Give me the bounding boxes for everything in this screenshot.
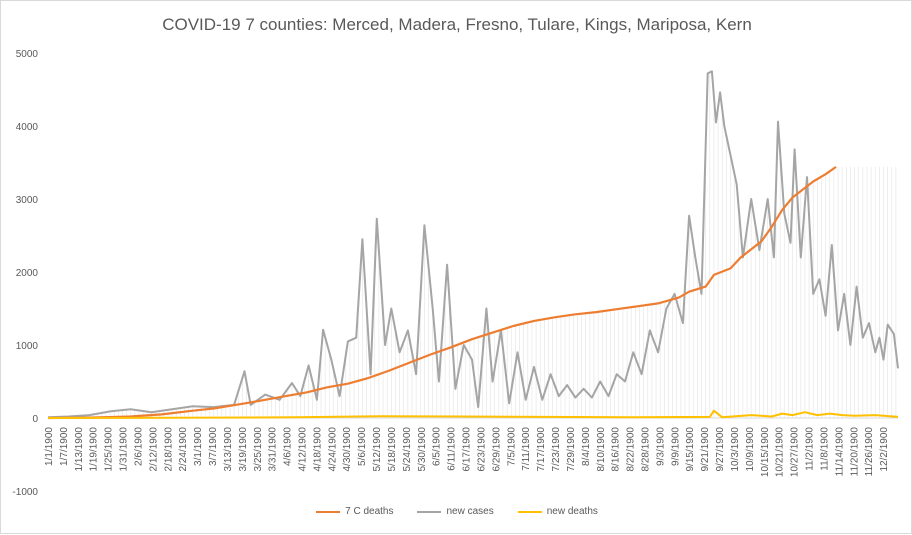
x-tick-label: 3/7/1900 (208, 427, 219, 466)
x-tick-label: 8/28/1900 (640, 427, 651, 472)
x-tick-label: 4/18/1900 (312, 427, 323, 472)
x-tick-label: 5/24/1900 (402, 427, 413, 472)
x-tick-label: 11/2/1900 (805, 427, 816, 471)
y-tick-label: 0 (32, 414, 38, 425)
legend-label: new cases (446, 506, 494, 517)
x-tick-label: 11/14/1900 (834, 427, 845, 477)
x-tick-label: 7/17/1900 (536, 427, 547, 472)
x-tick-label: 2/18/1900 (163, 427, 174, 472)
x-tick-label: 3/25/1900 (253, 427, 264, 472)
x-tick-label: 1/31/1900 (119, 427, 130, 472)
x-tick-label: 8/16/1900 (611, 427, 622, 472)
x-tick-label: 9/15/1900 (685, 427, 696, 472)
x-tick-label: 2/12/1900 (148, 427, 159, 472)
x-tick-label: 10/21/1900 (775, 427, 786, 477)
x-tick-label: 8/22/1900 (626, 427, 637, 472)
x-tick-label: 9/21/1900 (700, 427, 711, 472)
x-tick-label: 1/19/1900 (89, 427, 100, 472)
x-tick-label: 4/24/1900 (327, 427, 338, 472)
legend-item: 7 C deaths (316, 506, 393, 517)
x-tick-label: 6/11/1900 (447, 427, 458, 471)
x-tick-label: 6/23/1900 (476, 427, 487, 472)
x-tick-label: 9/3/1900 (655, 427, 666, 466)
y-tick-label: 4000 (16, 122, 39, 133)
x-tick-label: 8/4/1900 (581, 427, 592, 466)
y-tick-label: 3000 (16, 195, 39, 206)
series-line-7-c-deaths (47, 165, 837, 420)
x-tick-label: 7/11/1900 (521, 427, 532, 471)
x-tick-label: 7/29/1900 (566, 427, 577, 472)
x-tick-label: 11/8/1900 (819, 427, 830, 471)
x-tick-label: 4/6/1900 (283, 427, 294, 466)
x-tick-label: 4/12/1900 (298, 427, 309, 472)
x-tick-label: 3/13/1900 (223, 427, 234, 472)
y-tick-label: 1000 (16, 341, 39, 352)
legend-item: new cases (417, 506, 494, 517)
x-tick-label: 10/27/1900 (790, 427, 801, 477)
x-tick-label: 10/3/1900 (730, 427, 741, 472)
x-tick-label: 6/17/1900 (462, 427, 473, 472)
x-tick-label: 10/15/1900 (760, 427, 771, 477)
x-tick-label: 4/30/1900 (342, 427, 353, 472)
legend-swatch (417, 510, 442, 513)
x-tick-label: 5/6/1900 (357, 427, 368, 466)
series-line-new-cases (47, 70, 899, 419)
x-tick-label: 3/31/1900 (268, 427, 279, 472)
y-tick-label: -1000 (12, 487, 38, 498)
x-tick-label: 2/24/1900 (178, 427, 189, 472)
x-tick-label: 3/19/1900 (238, 427, 249, 472)
x-tick-label: 6/5/1900 (432, 427, 443, 466)
legend-label: new deaths (546, 506, 598, 517)
x-tick-label: 1/13/1900 (74, 427, 85, 472)
y-tick-label: 5000 (16, 49, 39, 60)
y-tick-label: 2000 (16, 268, 39, 279)
x-tick-label: 5/12/1900 (372, 427, 383, 472)
chart-legend: 7 C deaths new cases new deaths (1, 506, 912, 517)
x-tick-label: 11/26/1900 (864, 427, 875, 477)
x-tick-label: 1/25/1900 (104, 427, 115, 472)
x-tick-label: 7/23/1900 (551, 427, 562, 472)
x-tick-label: 2/6/1900 (133, 427, 144, 466)
x-tick-label: 6/29/1900 (491, 427, 502, 472)
x-tick-label: 11/20/1900 (849, 427, 860, 477)
x-tick-label: 5/18/1900 (387, 427, 398, 472)
legend-item: new deaths (517, 506, 598, 517)
x-tick-label: 10/9/1900 (745, 427, 756, 472)
x-tick-label: 8/10/1900 (596, 427, 607, 472)
x-tick-label: 9/9/1900 (670, 427, 681, 466)
x-tick-label: 12/2/1900 (879, 427, 890, 472)
x-tick-label: 1/7/1900 (59, 427, 70, 466)
series-line-new-deaths (47, 409, 899, 419)
x-tick-label: 3/1/1900 (193, 427, 204, 466)
chart-title: COVID-19 7 counties: Merced, Madera, Fre… (162, 15, 752, 34)
x-tick-label: 9/27/1900 (715, 427, 726, 472)
x-tick-label: 7/5/1900 (506, 427, 517, 466)
x-tick-label: 1/1/1900 (44, 427, 55, 466)
x-tick-label: 5/30/1900 (417, 427, 428, 472)
legend-label: 7 C deaths (345, 506, 394, 517)
legend-swatch (316, 510, 341, 513)
legend-swatch (517, 510, 542, 513)
